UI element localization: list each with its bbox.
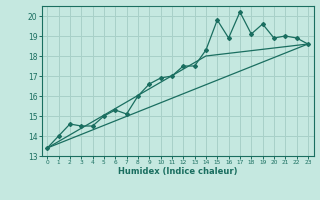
X-axis label: Humidex (Indice chaleur): Humidex (Indice chaleur) bbox=[118, 167, 237, 176]
